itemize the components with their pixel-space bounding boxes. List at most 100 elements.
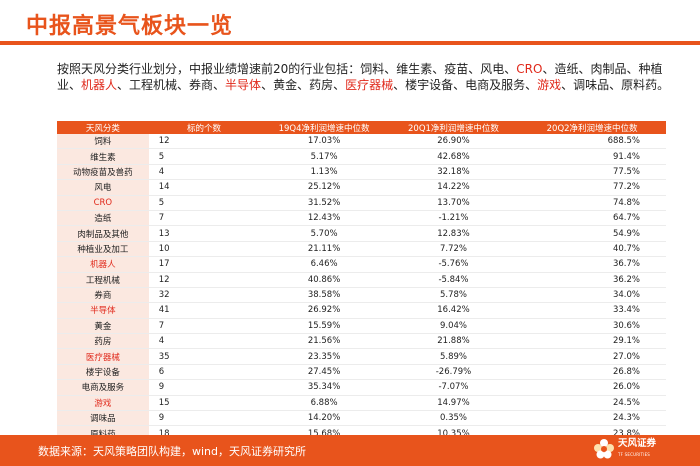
category-cell: 游戏: [57, 395, 149, 412]
growth-20q1-cell: 21.88%: [388, 333, 519, 350]
growth-19q4-cell: 21.56%: [259, 333, 389, 350]
table-row: 风电 14 25.12% 14.22% 77.2%: [57, 179, 666, 196]
category-cell: 半导体: [57, 302, 149, 319]
table-body: 饲料 12 17.03% 26.90% 688.5% 维生素 5 5.17% 42.68% 91.…: [57, 134, 666, 442]
growth-20q2-cell: 91.4%: [518, 148, 666, 165]
category-cell: CRO: [57, 195, 149, 211]
growth-20q2-cell: 36.2%: [518, 272, 666, 288]
growth-20q2-cell: 36.7%: [518, 256, 666, 273]
table-row: 半导体 41 26.92% 16.42% 33.4%: [57, 302, 666, 319]
growth-19q4-cell: 6.46%: [259, 256, 389, 273]
growth-20q2-cell: 27.0%: [518, 348, 666, 365]
growth-20q1-cell: 14.22%: [388, 179, 519, 196]
count-cell: 6: [148, 364, 260, 381]
intro-highlight: 半导体: [225, 78, 262, 92]
growth-20q1-cell: 32.18%: [388, 164, 519, 181]
growth-20q1-cell: 7.72%: [388, 241, 519, 258]
intro-text: 、黄金、药房、: [261, 78, 346, 92]
count-cell: 4: [148, 164, 260, 181]
growth-20q1-cell: 14.97%: [388, 395, 519, 412]
growth-20q2-cell: 77.2%: [518, 179, 666, 196]
growth-19q4-cell: 26.92%: [259, 302, 389, 319]
table-row: 楼宇设备 6 27.45% -26.79% 26.8%: [57, 364, 666, 381]
count-cell: 35: [148, 348, 260, 365]
category-cell: 楼宇设备: [57, 364, 149, 381]
growth-19q4-cell: 35.34%: [259, 379, 389, 396]
count-cell: 5: [148, 148, 260, 165]
category-cell: 调味品: [57, 410, 149, 427]
intro-highlight: CRO: [516, 62, 543, 76]
header-19q4: 19Q4净利润增速中位数: [259, 121, 389, 134]
growth-20q2-cell: 33.4%: [518, 302, 666, 319]
category-cell: 维生素: [57, 148, 149, 165]
header-20q2: 20Q2净利润增速中位数: [518, 121, 666, 134]
growth-19q4-cell: 25.12%: [259, 179, 389, 196]
count-cell: 12: [148, 272, 260, 288]
intro-highlight: 机器人: [81, 78, 118, 92]
table-row: 药房 4 21.56% 21.88% 29.1%: [57, 333, 666, 350]
category-cell: 风电: [57, 179, 149, 196]
brand-logo: 天风证券 TF SECURITIES: [593, 438, 656, 460]
intro-text: 、工程机械、券商、: [117, 78, 226, 92]
growth-20q1-cell: 12.83%: [388, 225, 519, 242]
table-row: 维生素 5 5.17% 42.68% 91.4%: [57, 148, 666, 165]
growth-20q1-cell: 0.35%: [388, 410, 519, 427]
table-row: 造纸 7 12.43% -1.21% 64.7%: [57, 210, 666, 227]
count-cell: 15: [148, 395, 260, 412]
count-cell: 10: [148, 241, 260, 258]
count-cell: 5: [148, 195, 260, 211]
growth-20q1-cell: 26.90%: [388, 134, 519, 150]
brand-subtitle: TF SECURITIES: [618, 452, 651, 457]
count-cell: 17: [148, 256, 260, 273]
growth-20q2-cell: 40.7%: [518, 241, 666, 258]
flower-logo-icon: [593, 438, 615, 460]
table-row: 电商及服务 9 35.34% -7.07% 26.0%: [57, 379, 666, 396]
growth-20q1-cell: 5.89%: [388, 348, 519, 365]
table-row: 券商 32 38.58% 5.78% 34.0%: [57, 287, 666, 304]
intro-highlight: 医疗器械: [345, 78, 394, 92]
intro-highlight: 游戏: [537, 78, 562, 92]
table-row: 医疗器械 35 23.35% 5.89% 27.0%: [57, 348, 666, 365]
growth-20q2-cell: 54.9%: [518, 225, 666, 242]
category-cell: 工程机械: [57, 272, 149, 288]
source-note: 数据来源：天风策略团队构建，wind，天风证券研究所: [38, 445, 307, 458]
category-cell: 饲料: [57, 134, 149, 150]
title-divider: [0, 41, 700, 45]
category-cell: 造纸: [57, 210, 149, 227]
growth-19q4-cell: 6.88%: [259, 395, 389, 412]
table-row: 游戏 15 6.88% 14.97% 24.5%: [57, 395, 666, 412]
category-cell: 机器人: [57, 256, 149, 273]
table-header-row: 天风分类 标的个数 19Q4净利润增速中位数 20Q1净利润增速中位数 20Q2…: [57, 121, 666, 134]
growth-20q1-cell: 9.04%: [388, 318, 519, 335]
growth-20q1-cell: -5.76%: [388, 256, 519, 273]
table-row: 种植业及加工 10 21.11% 7.72% 40.7%: [57, 241, 666, 258]
growth-19q4-cell: 23.35%: [259, 348, 389, 365]
category-cell: 电商及服务: [57, 379, 149, 396]
table-row: 动物疫苗及兽药 4 1.13% 32.18% 77.5%: [57, 164, 666, 181]
growth-19q4-cell: 14.20%: [259, 410, 389, 427]
growth-19q4-cell: 21.11%: [259, 241, 389, 258]
growth-19q4-cell: 17.03%: [259, 134, 389, 150]
intro-text: 按照天风分类行业划分，中报业绩增速前20的行业包括：饲料、维生素、疫苗、风电、: [57, 62, 517, 76]
growth-20q1-cell: 5.78%: [388, 287, 519, 304]
growth-20q2-cell: 29.1%: [518, 333, 666, 350]
growth-20q2-cell: 24.5%: [518, 395, 666, 412]
count-cell: 9: [148, 379, 260, 396]
header-count: 标的个数: [148, 121, 260, 134]
growth-19q4-cell: 5.17%: [259, 148, 389, 165]
growth-20q1-cell: -26.79%: [388, 364, 519, 381]
growth-19q4-cell: 1.13%: [259, 164, 389, 181]
growth-19q4-cell: 15.59%: [259, 318, 389, 335]
intro-text: 、调味品、原料药。: [561, 78, 670, 92]
growth-19q4-cell: 5.70%: [259, 225, 389, 242]
category-cell: 肉制品及其他: [57, 225, 149, 242]
growth-20q2-cell: 34.0%: [518, 287, 666, 304]
intro-paragraph: 按照天风分类行业划分，中报业绩增速前20的行业包括：饲料、维生素、疫苗、风电、C…: [57, 61, 677, 93]
table-row: CRO 5 31.52% 13.70% 74.8%: [57, 195, 666, 211]
growth-20q2-cell: 77.5%: [518, 164, 666, 181]
footer-bar: [0, 435, 700, 466]
count-cell: 14: [148, 179, 260, 196]
growth-20q2-cell: 688.5%: [518, 134, 666, 150]
growth-20q2-cell: 26.0%: [518, 379, 666, 396]
growth-20q1-cell: -7.07%: [388, 379, 519, 396]
